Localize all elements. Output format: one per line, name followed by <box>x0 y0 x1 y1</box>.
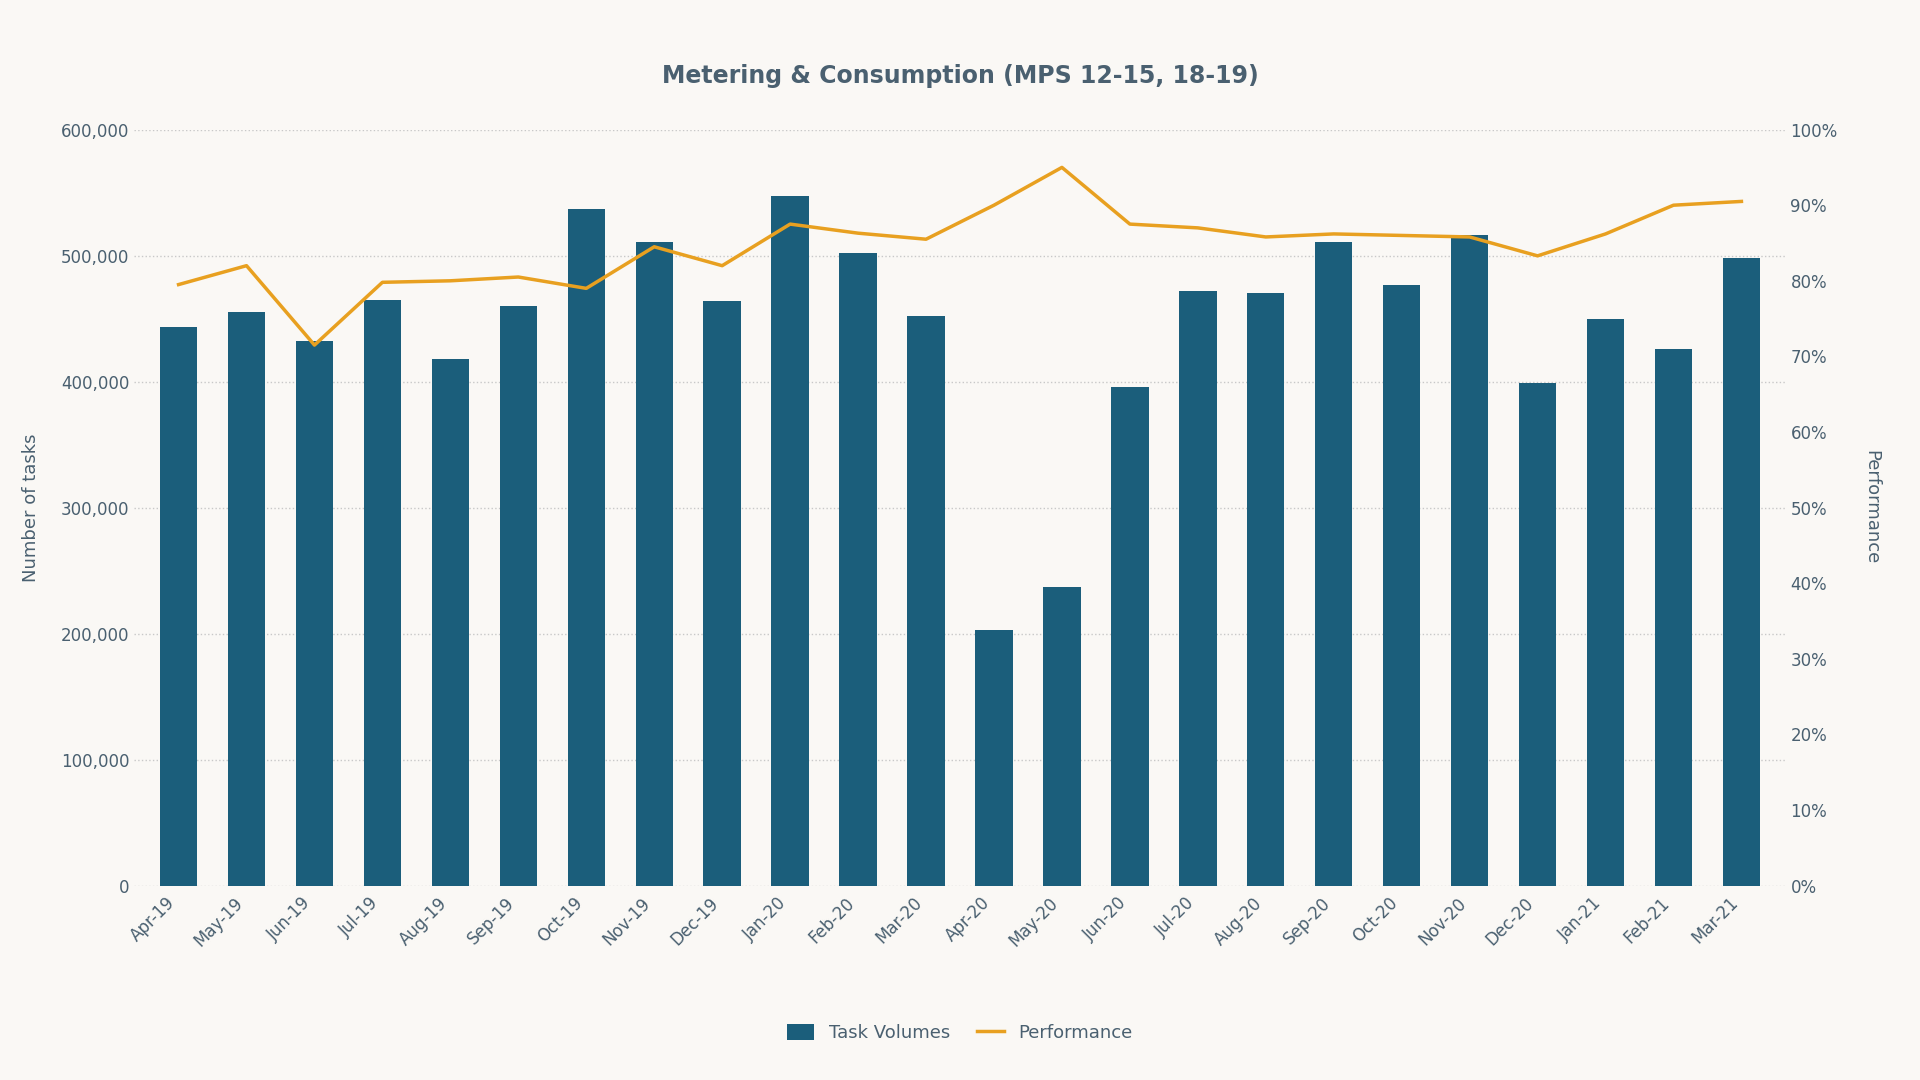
Bar <box>568 210 605 886</box>
Performance <box>303 339 326 352</box>
Performance <box>234 259 257 272</box>
Performance <box>1594 228 1617 241</box>
Performance <box>983 199 1006 212</box>
Bar <box>636 242 672 886</box>
Bar <box>363 299 401 886</box>
Performance <box>440 274 463 287</box>
Bar <box>499 306 538 886</box>
Bar <box>432 359 468 886</box>
Performance <box>1117 218 1140 231</box>
Performance <box>574 282 597 295</box>
Performance <box>1050 161 1073 174</box>
Performance <box>1457 230 1480 243</box>
Performance <box>1730 194 1753 207</box>
Bar <box>703 301 741 886</box>
Performance <box>1254 230 1277 243</box>
Y-axis label: Number of tasks: Number of tasks <box>23 433 40 582</box>
Performance <box>914 233 937 246</box>
Performance <box>643 240 666 253</box>
Bar <box>908 316 945 886</box>
Bar <box>1452 235 1488 886</box>
Bar <box>975 630 1012 886</box>
Performance <box>1526 249 1549 262</box>
Performance <box>1187 221 1210 234</box>
Bar <box>839 253 877 886</box>
Bar <box>296 341 334 886</box>
Performance <box>167 278 190 291</box>
Line: Performance: Performance <box>179 167 1741 346</box>
Bar <box>772 197 808 886</box>
Bar <box>1315 242 1352 886</box>
Bar <box>1179 291 1217 886</box>
Performance <box>710 259 733 272</box>
Bar <box>1248 294 1284 886</box>
Bar <box>228 312 265 886</box>
Legend: Task Volumes, Performance: Task Volumes, Performance <box>780 1016 1140 1050</box>
Text: Metering & Consumption (MPS 12-15, 18-19): Metering & Consumption (MPS 12-15, 18-19… <box>662 64 1258 87</box>
Bar <box>159 327 198 886</box>
Performance <box>1663 199 1686 212</box>
Performance <box>1390 229 1413 242</box>
Performance <box>507 270 530 283</box>
Bar <box>1586 319 1624 886</box>
Performance <box>847 227 870 240</box>
Performance <box>1323 228 1346 241</box>
Bar <box>1722 258 1761 886</box>
Y-axis label: Performance: Performance <box>1862 450 1882 565</box>
Performance <box>371 275 394 288</box>
Bar <box>1382 284 1421 886</box>
Performance <box>780 218 803 231</box>
Bar <box>1043 588 1081 886</box>
Bar <box>1655 349 1692 886</box>
Bar <box>1519 383 1557 886</box>
Bar <box>1112 387 1148 886</box>
